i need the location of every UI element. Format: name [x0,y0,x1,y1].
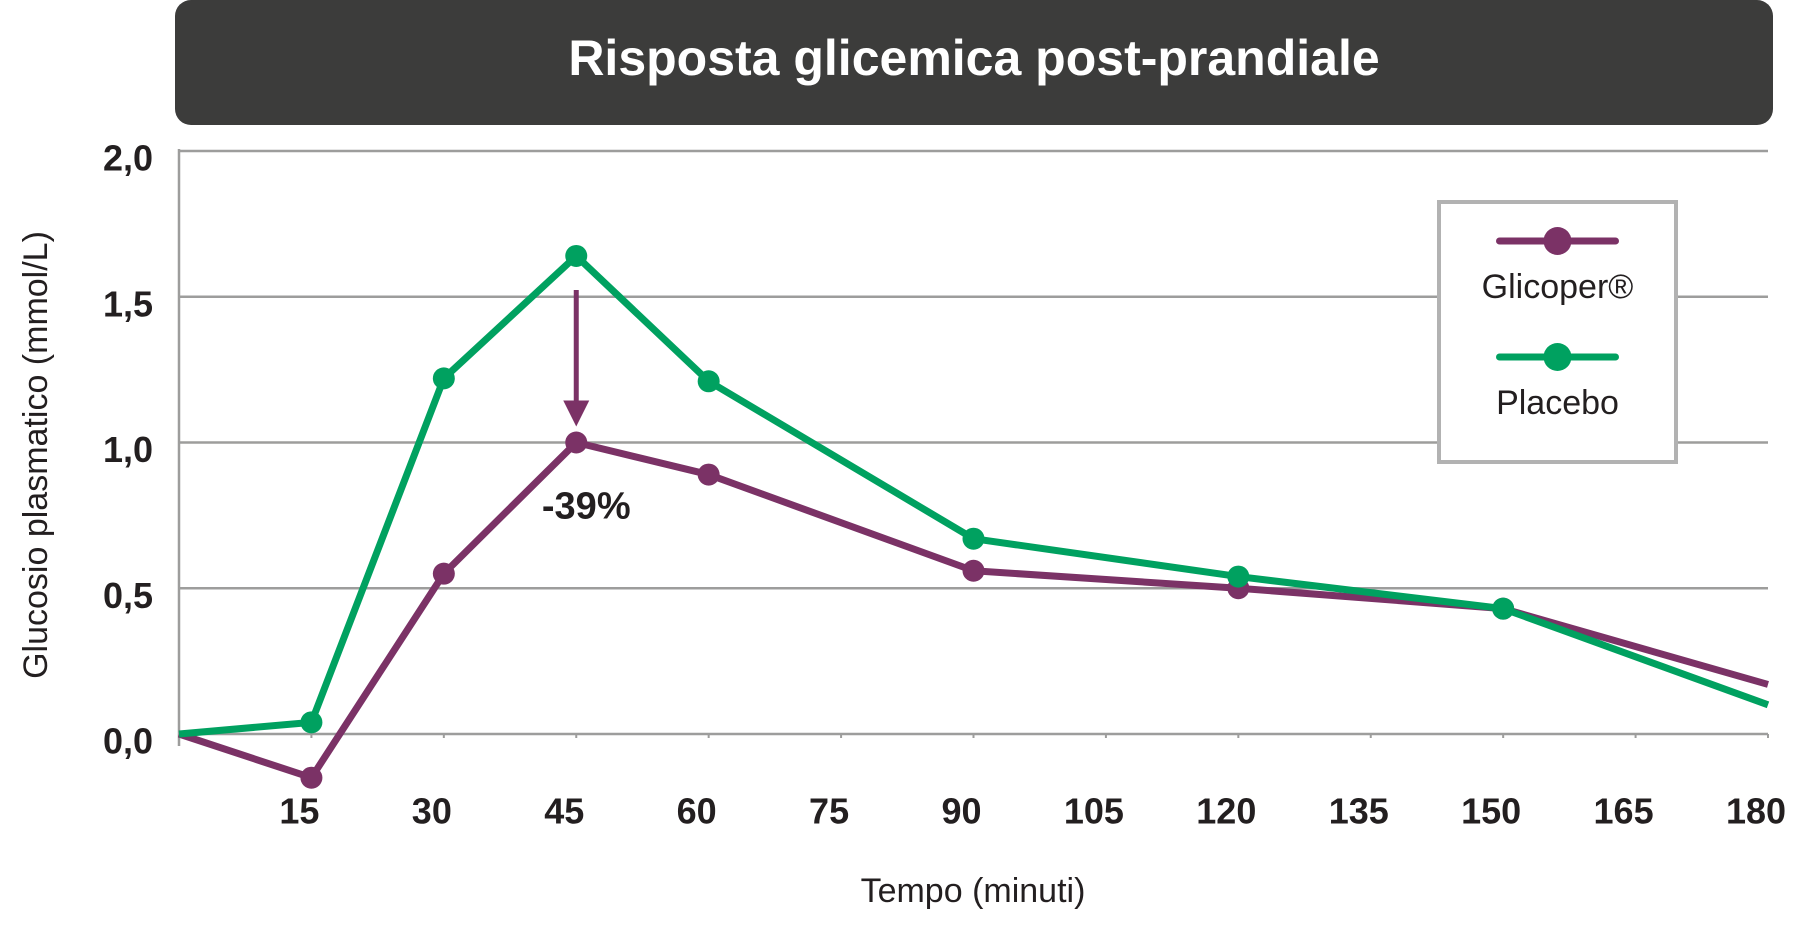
y-tick-label: 0,5 [103,575,153,616]
x-tick-label: 165 [1594,791,1654,832]
x-tick-label: 60 [677,791,717,832]
legend-marker [1543,227,1572,255]
y-tick-label: 1,0 [103,429,153,470]
data-point [697,370,720,393]
x-tick-label: 135 [1329,791,1389,832]
data-point [432,562,455,585]
data-point [565,431,588,454]
series-line [177,439,1769,782]
data-point [962,527,985,550]
data-point [1492,597,1515,620]
data-point [300,766,323,789]
title-bar [175,0,1773,125]
x-axis-title: Tempo (minuti) [861,872,1086,910]
x-tick-label: 105 [1064,791,1124,832]
x-tick-label: 15 [279,791,319,832]
y-tick-label: 0,0 [103,721,153,762]
data-point [432,367,455,390]
x-tick-label: 30 [412,791,452,832]
data-point [962,559,985,582]
y-tick-label: 1,5 [103,283,153,324]
legend-label: Glicoper® [1482,268,1634,306]
chart-title: Risposta glicemica post-prandiale [568,30,1379,86]
data-point [565,244,588,267]
x-tick-label: 75 [809,791,849,832]
legend-marker [1543,343,1572,371]
x-tick-label: 120 [1196,791,1256,832]
y-tick-label: 2,0 [103,138,153,179]
y-axis-title: Glucosio plasmatico (mmol/L) [17,231,55,679]
x-tick-label: 90 [941,791,981,832]
x-tick-label: 45 [544,791,584,832]
x-tick-label: 180 [1726,791,1786,832]
data-point [300,711,323,734]
data-point [697,463,720,486]
annotation: -39% [542,486,631,528]
data-point [1227,565,1250,588]
annotation-arrowhead [563,400,590,427]
legend-label: Placebo [1496,384,1619,422]
x-tick-label: 150 [1461,791,1521,832]
